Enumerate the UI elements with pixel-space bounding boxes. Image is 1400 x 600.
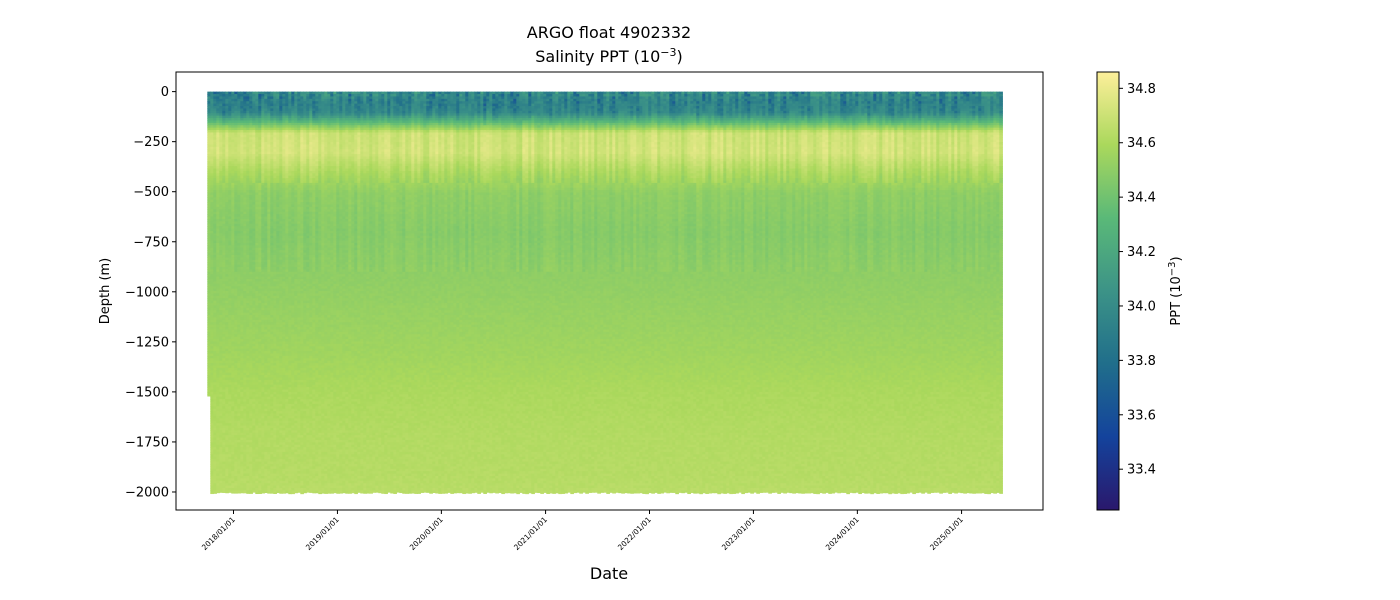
chart-subtitle: Salinity PPT (10−3) (535, 46, 683, 66)
chart-title: ARGO float 4902332 (527, 23, 691, 42)
heatmap (207, 92, 1003, 495)
heatmap-cell (249, 493, 253, 494)
